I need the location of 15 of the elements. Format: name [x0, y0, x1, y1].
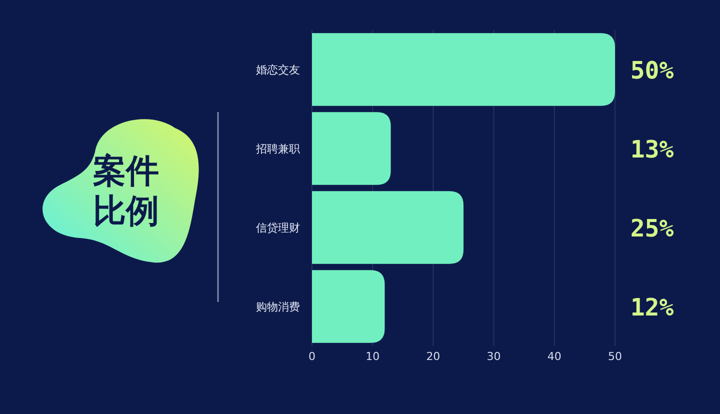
x-tick-label: 50 [608, 350, 622, 363]
x-tick-label: 0 [308, 350, 316, 363]
data-label: 13% [630, 136, 674, 164]
x-tick-label: 40 [547, 350, 562, 363]
y-tick-label: 信贷理财 [256, 222, 300, 234]
y-tick-label: 购物消费 [256, 300, 300, 314]
y-tick-label: 招聘兼职 [255, 142, 300, 156]
data-label: 12% [630, 294, 674, 322]
data-label: 25% [630, 214, 674, 242]
text: 案件比例 [93, 151, 159, 230]
data-label: 50% [630, 56, 674, 84]
x-tick-label: 30 [486, 350, 501, 363]
y-tick-label: 婚恋交友 [256, 64, 300, 76]
x-tick-label: 20 [426, 350, 440, 363]
x-tick-label: 10 [366, 350, 380, 363]
